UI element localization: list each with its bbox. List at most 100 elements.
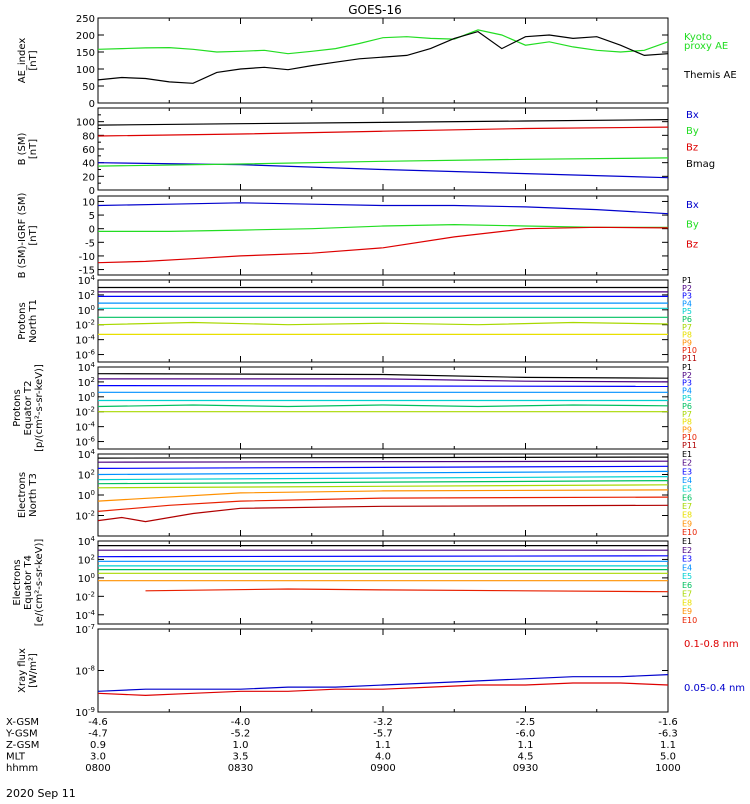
series-line-e2 [97, 460, 669, 463]
y-tick-label: 100 [78, 304, 95, 317]
x-row-value: -6.0 [516, 729, 536, 740]
legend-label: Bmag [686, 159, 715, 170]
y-axis-label-line: Protons [17, 302, 28, 339]
y-tick-label: 20 [82, 172, 95, 183]
y-axis-label: ProtonsEquator T2[p/(cm²-s-sr-keV)] [12, 364, 45, 452]
y-axis-label-line: [e/(cm²-s-sr-keV)] [34, 539, 45, 627]
y-tick-label: 104 [78, 535, 96, 548]
series-line-e7 [97, 484, 669, 489]
y-tick-label: 104 [78, 274, 96, 287]
x-row-value: -4.6 [88, 717, 108, 728]
y-tick-label: 5 [89, 211, 95, 222]
y-tick-label: 0 [89, 186, 95, 197]
y-tick-label: 100 [78, 572, 95, 585]
x-row-value: -5.2 [231, 729, 251, 740]
x-row-value: 0930 [513, 763, 538, 774]
y-tick-label: 10-6 [75, 349, 95, 362]
legend-label: Bz [686, 239, 698, 250]
y-axis-label-line: [W/m²] [28, 653, 39, 688]
legend-label: P1 [682, 363, 692, 372]
legend-label: P9 [682, 338, 692, 347]
legend-label: P2 [682, 284, 692, 293]
series-line-bx [97, 162, 669, 179]
legend-label: P5 [682, 307, 692, 316]
series-line-e4 [97, 470, 669, 476]
y-axis-label-line: [nT] [28, 225, 39, 245]
legend-label: E10 [682, 528, 697, 537]
y-axis-label: ElectronsNorth T3 [17, 472, 39, 518]
y-tick-label: 10-8 [75, 665, 95, 678]
y-axis-label-line: North T1 [28, 299, 39, 343]
legend-label: E5 [682, 485, 692, 494]
series-line-p7 [97, 321, 669, 326]
legend-label: P10 [682, 346, 697, 355]
legend-label: P1 [682, 276, 692, 285]
series-line-bx [97, 202, 669, 215]
y-tick-label: -15 [79, 266, 95, 277]
y-tick-label: -5 [85, 238, 95, 249]
legend-label: P9 [682, 425, 692, 434]
x-row-label: hhmm [6, 763, 38, 774]
x-row-value: 0900 [370, 763, 395, 774]
y-tick-label: 100 [78, 489, 95, 502]
series-line-e5 [97, 476, 669, 481]
x-axis-info: X-GSM -4.6 -4.0 -3.2 -2.5 -1.6 Y-GSM -4.7 -5.2 -5… [5, 717, 681, 774]
series-line-e1 [97, 456, 669, 459]
y-axis-label-line: Xray flux [17, 648, 28, 693]
legend-label: P10 [682, 433, 697, 442]
panel-5: 104 102 100 10-2 10-4 10-6 ProtonsEquator T2[p… [12, 361, 697, 452]
x-row-value: 4.0 [375, 752, 391, 763]
legend-label: E6 [682, 581, 692, 590]
x-row-value: 4.5 [518, 752, 534, 763]
series-line-by [98, 223, 668, 232]
x-row-value: 0830 [228, 763, 253, 774]
panel-frame [97, 17, 669, 104]
legend-label: E3 [682, 555, 692, 564]
y-tick-label: 100 [78, 391, 95, 404]
y-tick-label: 0 [89, 225, 95, 236]
y-tick-label: 150 [76, 48, 95, 59]
legend-label: Bz [686, 143, 698, 154]
legend-label: E8 [682, 511, 692, 520]
legend-label: E1 [682, 450, 692, 459]
x-row-label: MLT [6, 752, 26, 763]
series-line-bmag [97, 119, 669, 126]
x-row-label: X-GSM [6, 717, 39, 728]
legend-label: P11 [682, 354, 697, 363]
y-tick-label: 10-7 [75, 623, 95, 636]
x-row-value: 3.0 [90, 752, 106, 763]
y-axis-label-line: Electrons [17, 472, 28, 518]
series-line-e9 [145, 588, 669, 593]
legend-label: E9 [682, 519, 692, 528]
y-tick-label: 10 [82, 197, 95, 208]
legend-label: P2 [682, 371, 692, 380]
y-tick-label: 60 [82, 145, 95, 156]
y-axis-label: B (SM)[nT] [17, 132, 39, 165]
panel-7: 104 102 100 10-2 10-4 ElectronsEquator T4[e/(… [12, 535, 697, 626]
x-row-value: 1.1 [375, 740, 391, 751]
y-tick-label: 100 [76, 65, 95, 76]
x-row-value: -2.5 [516, 717, 536, 728]
y-axis-label: Xray flux[W/m²] [17, 648, 39, 693]
series-line-e10 [97, 504, 669, 523]
legend-label: E7 [682, 590, 692, 599]
y-axis-label-line: Equator T4 [23, 555, 34, 610]
panel-2: 0 20 40 60 80 100 B (SM)[nT] Bx By Bz Bmag [17, 107, 715, 197]
series-line-kyoto-proxy-ae [97, 29, 669, 55]
series-line-p2 [98, 378, 669, 383]
y-tick-label: 250 [76, 14, 95, 25]
series-line-bz [97, 226, 669, 264]
series-line-e3 [97, 555, 669, 558]
series-line-0-05-0-4-nm [97, 674, 669, 692]
legend-label: P4 [682, 386, 692, 395]
y-tick-label: 10-4 [75, 421, 95, 434]
legend-label: Kyoto [684, 32, 712, 43]
panel-6: 104 102 100 10-2 ElectronsNorth T3 E1E2E3E4E5… [17, 448, 697, 537]
y-tick-label: 10-2 [75, 406, 95, 419]
y-tick-label: 40 [82, 159, 95, 170]
y-tick-label: 102 [78, 289, 95, 302]
series-line-p1 [97, 373, 669, 379]
